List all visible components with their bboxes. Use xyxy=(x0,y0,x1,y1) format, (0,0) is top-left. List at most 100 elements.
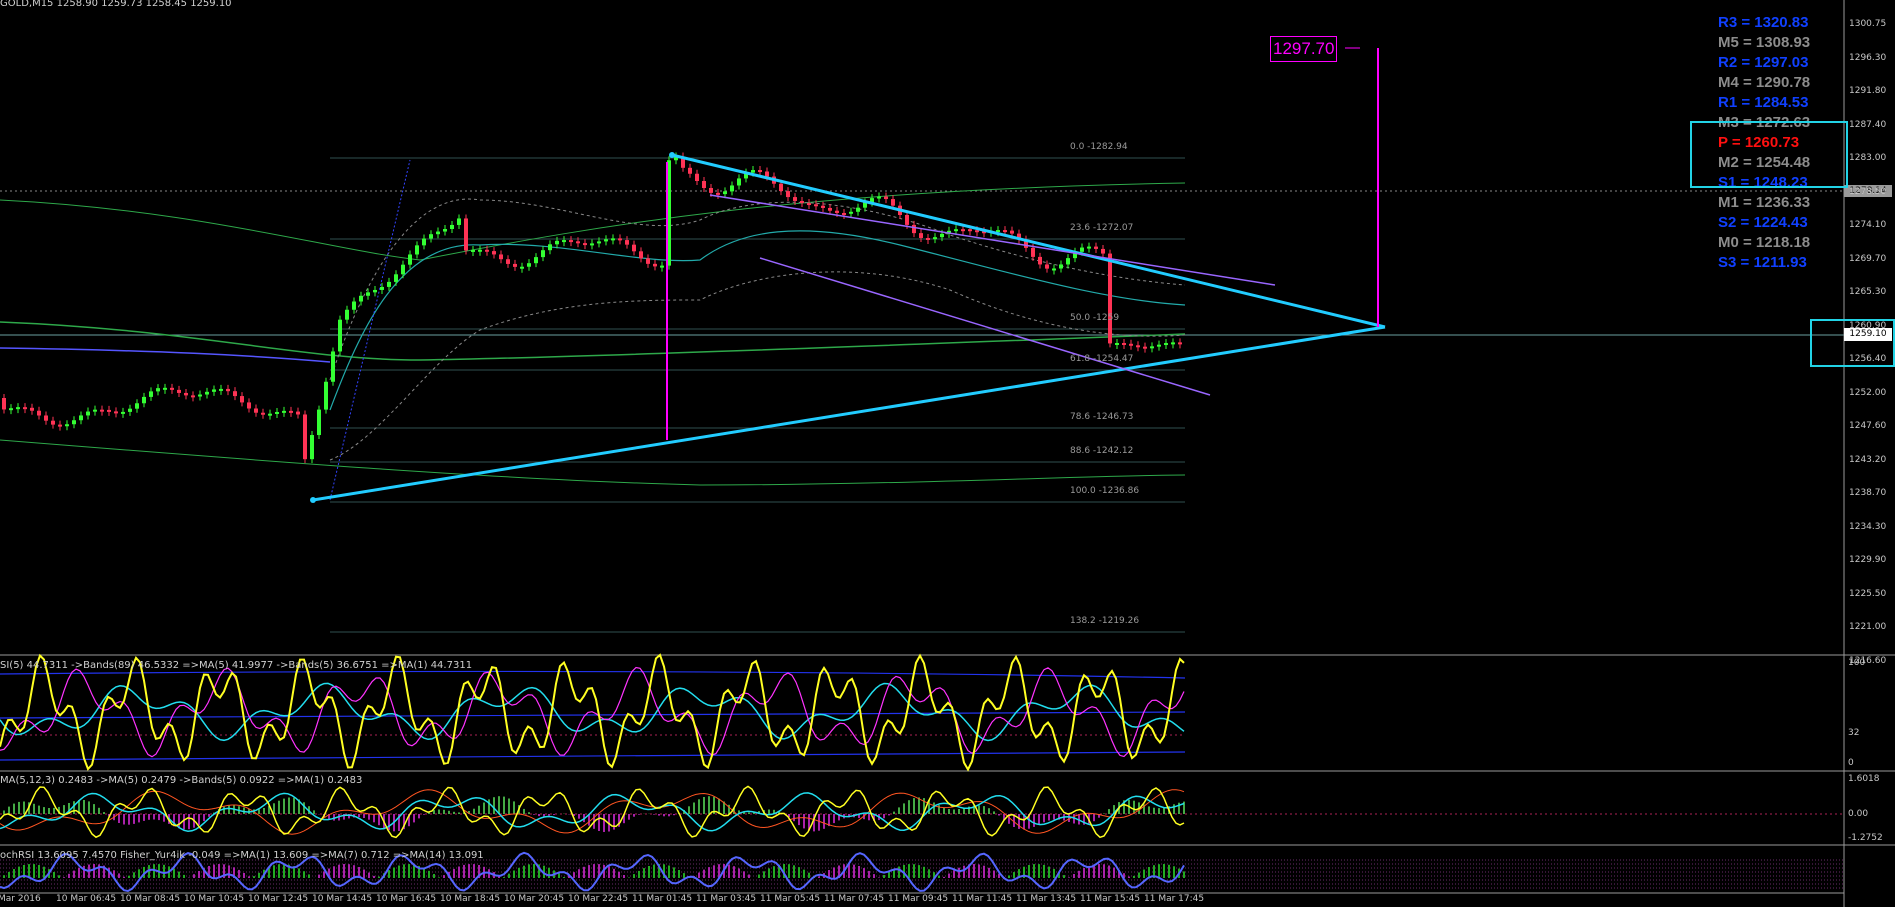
fib-level-label: 0.0 -1282.94 xyxy=(1070,142,1128,152)
pivot-level: M4 = 1290.78 xyxy=(1718,74,1811,91)
time-tick-label: 11 Mar 05:45 xyxy=(760,894,821,904)
candle-body xyxy=(44,415,48,421)
pivot-level: P = 1260.73 xyxy=(1718,134,1800,151)
candle-body xyxy=(408,254,412,265)
candle-body xyxy=(611,238,615,241)
candle-body xyxy=(184,392,188,396)
time-tick-label: 11 Mar 07:45 xyxy=(824,894,885,904)
candle-body xyxy=(1129,343,1133,346)
candle-body xyxy=(793,197,797,201)
candle-body xyxy=(842,212,846,215)
price-tick-label: 1287.40 xyxy=(1849,119,1887,130)
price-tick-label: 1265.30 xyxy=(1849,287,1887,297)
price-tick-label: 1252.00 xyxy=(1849,387,1887,398)
candle-body xyxy=(478,249,482,252)
candle-body xyxy=(870,198,874,203)
price-tick-label: 1296.30 xyxy=(1849,52,1887,63)
candle-body xyxy=(982,231,986,234)
candle-body xyxy=(170,387,174,390)
candle-body xyxy=(688,167,692,174)
current-price-tag: 1259.10 xyxy=(1844,328,1892,341)
candle-body xyxy=(884,196,888,200)
candle-body xyxy=(1094,246,1098,249)
fib-level-label: 50.0 -1259 xyxy=(1070,313,1120,323)
channel-upper xyxy=(709,194,1276,286)
candle-body xyxy=(513,263,517,267)
candle-body xyxy=(387,281,391,287)
candle-body xyxy=(1038,256,1042,265)
bollinger-mid xyxy=(329,230,1186,411)
ma-green-line xyxy=(0,182,1186,261)
candle-body xyxy=(891,199,895,206)
candle-body xyxy=(163,387,167,390)
candle-body xyxy=(450,224,454,230)
upper-trend-line xyxy=(671,153,1386,329)
candle-body xyxy=(737,178,741,186)
candle-body xyxy=(198,394,202,397)
pivot-level: R1 = 1284.53 xyxy=(1718,94,1809,111)
channel-lower xyxy=(759,257,1211,396)
candle-body xyxy=(1150,346,1154,349)
time-tick-label: 11 Mar 11:45 xyxy=(952,894,1013,904)
candle-body xyxy=(93,409,97,412)
pivot-low-marker xyxy=(310,497,316,503)
candle-body xyxy=(9,408,13,411)
candle-body xyxy=(107,409,111,412)
rsi-band-mid xyxy=(0,711,1186,719)
price-tick-label: 1225.50 xyxy=(1849,588,1887,599)
candle-body xyxy=(506,259,510,264)
price-tick-label: 1260.90 xyxy=(1849,320,1887,331)
fib-level-label: 100.0 -1236.86 xyxy=(1070,486,1140,496)
candle-body xyxy=(1066,258,1070,265)
candle-body xyxy=(653,263,657,267)
price-tick-label: 1278.50 xyxy=(1849,186,1887,197)
candle-body xyxy=(324,381,328,410)
candle-body xyxy=(548,244,552,251)
fib-level-label: 61.8 -1254.47 xyxy=(1070,354,1134,364)
bollinger-lower xyxy=(329,271,1186,461)
fib-level-label: 88.6 -1242.12 xyxy=(1070,446,1134,456)
candle-body xyxy=(51,420,55,425)
price-tick-label: 1229.90 xyxy=(1849,555,1887,565)
price-tick-label: 1247.60 xyxy=(1849,421,1887,431)
candle-body xyxy=(30,407,34,411)
candle-body xyxy=(1136,345,1140,348)
candle-body xyxy=(1003,230,1007,233)
time-tick-label: 11 Mar 09:45 xyxy=(888,894,949,904)
candle-body xyxy=(520,266,524,269)
candle-body xyxy=(37,410,41,416)
fib-level-label: 23.6 -1272.07 xyxy=(1070,223,1134,233)
price-tick-label: 1269.70 xyxy=(1849,253,1887,264)
time-tick-label: 10 Mar 22:45 xyxy=(568,894,629,904)
candle-body xyxy=(1059,264,1063,269)
candle-body xyxy=(716,192,720,195)
bollinger-upper xyxy=(329,198,1186,381)
candle-body xyxy=(345,309,349,320)
candle-body xyxy=(1052,268,1056,271)
rsi-line xyxy=(0,653,1185,772)
candle-body xyxy=(534,257,538,264)
candle-body xyxy=(331,351,335,382)
candle-body xyxy=(1031,247,1035,257)
candle-body xyxy=(240,396,244,403)
candle-body xyxy=(905,214,909,225)
time-tick-label: 11 Mar 15:45 xyxy=(1080,894,1141,904)
pivot-highlight-box xyxy=(1690,121,1848,188)
price-tick-label: 1283.00 xyxy=(1849,153,1887,163)
pivot-level: S3 = 1211.93 xyxy=(1718,254,1807,271)
candle-body xyxy=(618,238,622,241)
stoch-line xyxy=(0,851,1185,893)
price-tick-label: 1243.20 xyxy=(1849,454,1887,465)
time-tick-label: 10 Mar 10:45 xyxy=(184,894,245,904)
candle-body xyxy=(156,388,160,392)
candle-body xyxy=(212,389,216,392)
candle-body xyxy=(856,207,860,212)
candle-body xyxy=(632,244,636,252)
candle-body xyxy=(975,230,979,233)
candle-body xyxy=(282,410,286,413)
candle-body xyxy=(79,415,83,421)
candle-body xyxy=(527,263,531,267)
candle-body xyxy=(492,251,496,255)
candle-body xyxy=(1164,343,1168,346)
